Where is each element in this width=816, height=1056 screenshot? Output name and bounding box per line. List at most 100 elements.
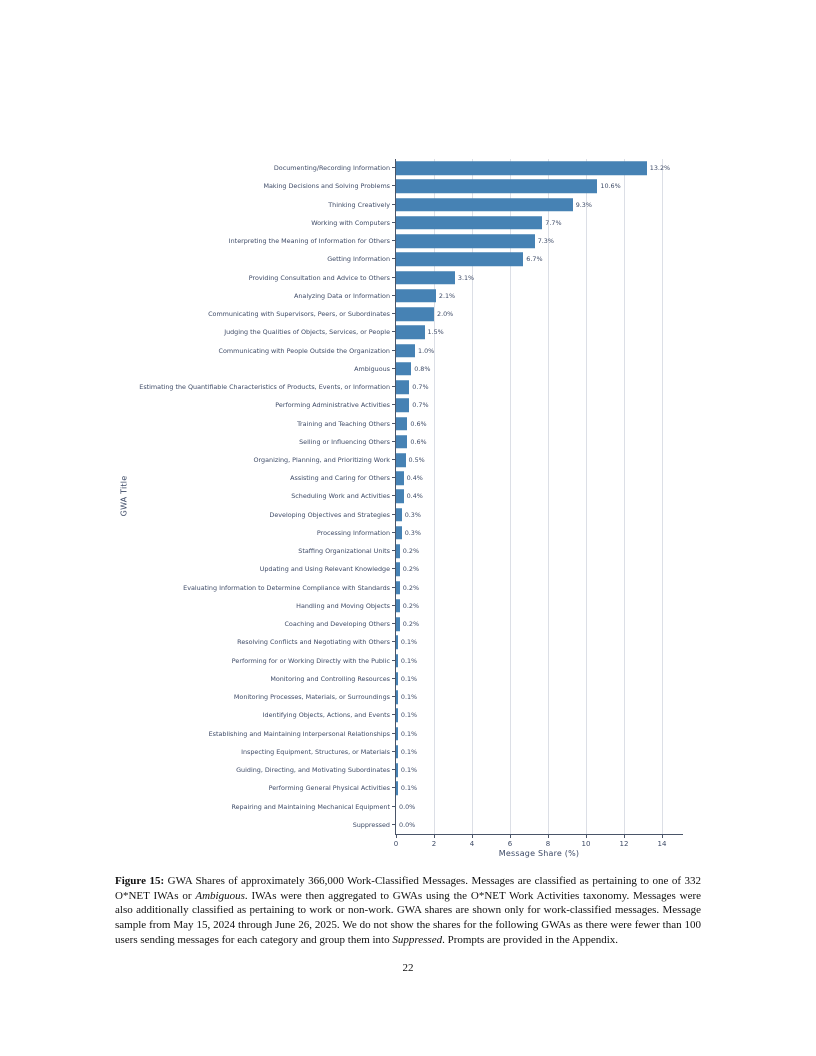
bar-value-label: 0.1% (400, 711, 418, 720)
bar-value-label: 0.4% (406, 492, 423, 501)
y-tick-mark (392, 823, 395, 825)
y-tick-mark (392, 531, 395, 533)
category-label: Documenting/Recording Information (273, 164, 390, 173)
bar-value-label: 1.0% (418, 346, 435, 355)
y-tick-mark (392, 550, 395, 552)
bar-value-label: 2.1% (438, 291, 456, 300)
bar-row: Performing General Physical Activities 0.… (269, 779, 682, 797)
bar-row: Updating and Using Relevant Knowledge 0.2… (260, 560, 682, 578)
category-label: Performing for or Working Directly with … (231, 656, 390, 665)
category-label: Communicating with Supervisors, Peers, o… (208, 310, 390, 319)
bar (396, 252, 524, 267)
bar (396, 453, 406, 467)
gridline (471, 159, 473, 834)
y-tick-mark (392, 167, 395, 169)
bar (396, 270, 455, 285)
bar (396, 635, 398, 650)
y-tick-mark (392, 440, 395, 442)
y-tick-mark (392, 258, 395, 260)
y-tick-mark (392, 659, 395, 661)
category-label: Thinking Creatively (328, 200, 390, 209)
x-tick-label: 0 (393, 840, 399, 848)
category-label: Selling or Influencing Others (299, 437, 390, 446)
bar-value-label: 0.1% (400, 784, 418, 793)
category-label: Communicating with People Outside the Or… (218, 346, 391, 355)
x-axis-title: Message Share (%) (498, 849, 580, 858)
y-tick-mark (392, 240, 395, 242)
x-tick-label: 8 (545, 840, 551, 848)
caption-segment: GWA Shares of approximately 366,000 Work… (115, 875, 701, 902)
x-tick-label: 10 (581, 840, 591, 848)
bar-value-label: 0.1% (400, 693, 418, 702)
bar-value-label: 0.7% (412, 401, 429, 410)
bar-row: Providing Consultation and Advice to Oth… (249, 268, 682, 286)
bar-value-label: 0.2% (402, 565, 420, 574)
y-tick-mark (392, 677, 395, 679)
y-tick-mark (392, 787, 395, 789)
y-tick-mark (392, 313, 395, 315)
bar-value-label: 0.2% (402, 601, 420, 610)
bar-value-label: 0.1% (400, 674, 418, 683)
bar-row: Identifying Objects, Actions, and Events… (263, 706, 682, 724)
category-label: Repairing and Maintaining Mechanical Equ… (231, 802, 390, 811)
bar (396, 708, 398, 723)
category-label: Establishing and Maintaining Interperson… (208, 729, 390, 738)
bar-value-label: 7.7% (545, 218, 562, 227)
category-label: Making Decisions and Solving Problems (263, 182, 390, 191)
gridline (585, 159, 587, 834)
bar (396, 435, 408, 449)
x-tick-label: 12 (619, 840, 629, 848)
bar-value-label: 0.8% (414, 364, 431, 373)
bar-row: Performing for or Working Directly with … (232, 652, 682, 670)
bar-row: Processing Information 0.3% (317, 524, 682, 542)
bar (396, 416, 408, 431)
category-label: Evaluating Information to Determine Comp… (183, 583, 390, 592)
bar (396, 562, 400, 577)
bar (396, 763, 398, 777)
caption-segment: . IWAs were then aggregated to GWAs usin… (115, 889, 702, 946)
plot-area: Documenting/Recording Information 13.2% Ma… (139, 159, 683, 848)
x-axis-line (395, 834, 683, 835)
x-tick-mark (433, 835, 435, 838)
bar-row: Communicating with People Outside the Or… (219, 341, 682, 359)
bar-row: Monitoring and Controlling Resources 0.1% (270, 670, 682, 688)
bar (396, 161, 647, 175)
bar (396, 617, 400, 631)
bar-row: Monitoring Processes, Materials, or Surr… (234, 688, 682, 706)
bar-row: Performing Administrative Activities 0.7% (275, 396, 682, 414)
bar (396, 398, 410, 413)
category-label: Getting Information (327, 255, 390, 264)
bar (396, 526, 402, 540)
category-label: Staffing Organizational Units (298, 547, 390, 556)
category-label: Suppressed (352, 820, 390, 829)
bar-value-label: 1.5% (427, 328, 444, 337)
bar (396, 325, 425, 340)
x-tick-mark (585, 835, 587, 838)
y-tick-mark (392, 604, 395, 606)
y-tick-mark (392, 422, 395, 424)
category-label: Identifying Objects, Actions, and Events (262, 711, 390, 720)
bar-value-label: 0.2% (402, 583, 420, 592)
bar-value-label: 3.1% (457, 273, 475, 282)
bar (396, 653, 398, 668)
bar-row: Evaluating Information to Determine Comp… (183, 579, 682, 597)
bar-row: Establishing and Maintaining Interperson… (209, 725, 682, 743)
category-label: Monitoring and Controlling Resources (270, 674, 390, 683)
y-tick-mark (392, 732, 395, 734)
bar-value-label: 0.1% (400, 766, 418, 775)
bar (396, 672, 398, 686)
bar-value-label: 0.0% (399, 802, 416, 811)
x-tick-mark (661, 835, 663, 838)
bar-value-label: 0.1% (400, 638, 418, 647)
bar-value-label: 10.6% (600, 182, 621, 191)
bar-row: Inspecting Equipment, Structures, or Mat… (241, 743, 682, 761)
page-number: 22 (402, 962, 414, 974)
y-tick-mark (392, 805, 395, 807)
category-label: Inspecting Equipment, Structures, or Mat… (241, 747, 390, 756)
gwa-share-bar-chart: GWA Title Documenting/Recording Informat… (120, 159, 683, 858)
y-tick-mark (392, 623, 395, 625)
bar (396, 216, 543, 230)
y-tick-mark (392, 459, 395, 460)
bar-value-label: 0.3% (404, 510, 421, 519)
